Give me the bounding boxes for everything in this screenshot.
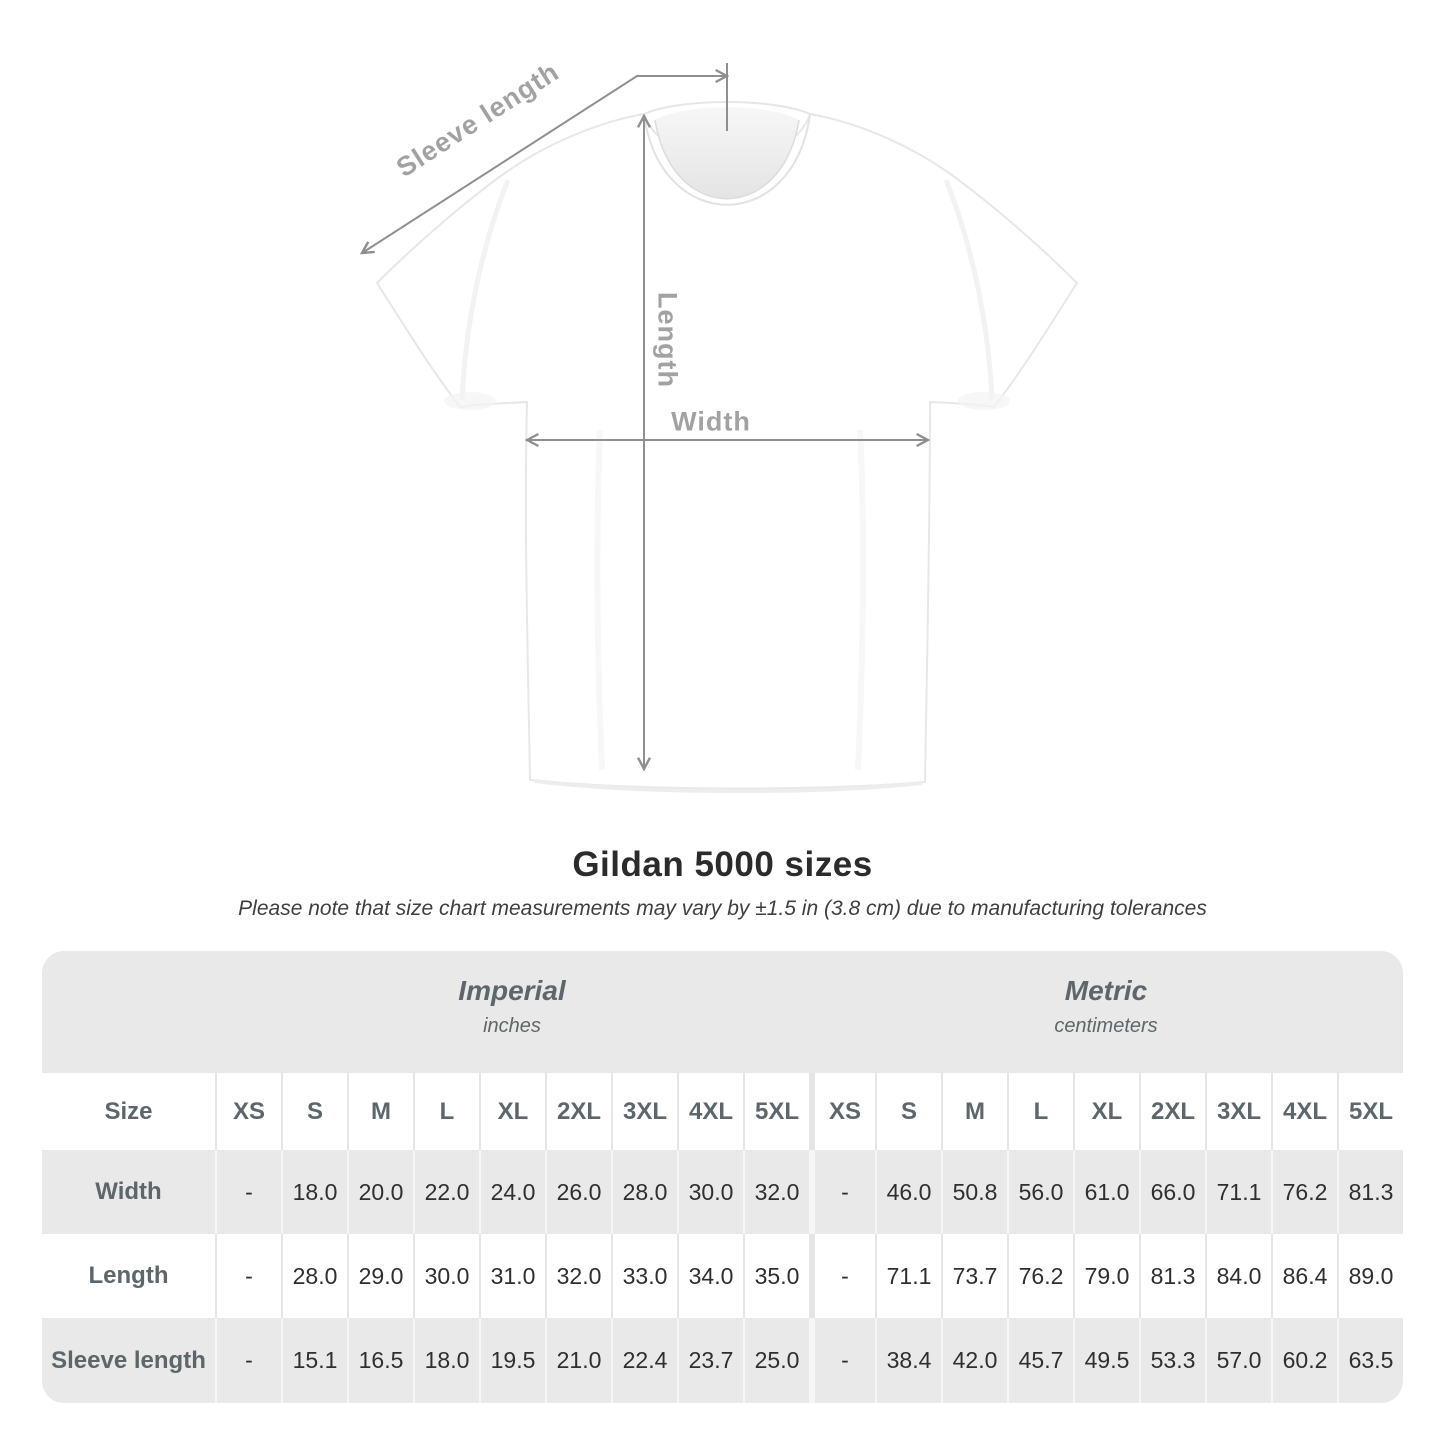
table-cell: 86.4 [1271,1234,1337,1318]
metric-group-header: Metric centimeters [809,975,1403,1038]
metric-label: Metric [1064,975,1148,1006]
table-cell: 28.0 [281,1234,347,1318]
table-cell: 22.4 [611,1318,677,1403]
imperial-group-header: Imperial inches [215,975,809,1038]
size-col-imperial-3xl: 3XL [611,1073,677,1150]
table-cell: 61.0 [1073,1150,1139,1234]
table-cell: 50.8 [941,1150,1007,1234]
size-col-metric-5xl: 5XL [1337,1073,1403,1150]
size-col-metric-s: S [875,1073,941,1150]
table-cell: - [215,1150,281,1234]
table-cell: 15.1 [281,1318,347,1403]
sleeve-length-arrow [362,76,727,253]
metric-units: centimeters [1054,1015,1158,1037]
table-cell: 28.0 [611,1150,677,1234]
table-cell: 34.0 [677,1234,743,1318]
row-label-width: Width [42,1150,215,1234]
imperial-units: inches [483,1015,541,1037]
table-cell: 71.1 [875,1234,941,1318]
table-cell: 25.0 [743,1318,809,1403]
table-cell: 20.0 [347,1150,413,1234]
imperial-label: Imperial [458,975,566,1006]
size-col-metric-m: M [941,1073,1007,1150]
tshirt-body [376,113,1078,790]
table-cell: - [809,1318,875,1403]
size-col-imperial-xs: XS [215,1073,281,1150]
table-cell: 57.0 [1205,1318,1271,1403]
size-col-metric-xs: XS [809,1073,875,1150]
table-cell: - [809,1150,875,1234]
size-col-imperial-m: M [347,1073,413,1150]
size-table: Imperial inches Metric centimeters Size … [42,951,1403,1403]
table-cell: 56.0 [1007,1150,1073,1234]
size-col-metric-2xl: 2XL [1139,1073,1205,1150]
table-cell: 23.7 [677,1318,743,1403]
table-cell: 81.3 [1337,1150,1403,1234]
table-cell: 81.3 [1139,1234,1205,1318]
table-cell: 32.0 [545,1234,611,1318]
table-cell: 22.0 [413,1150,479,1234]
size-col-imperial-xl: XL [479,1073,545,1150]
table-cell: 49.5 [1073,1318,1139,1403]
size-col-imperial-4xl: 4XL [677,1073,743,1150]
table-cell: 19.5 [479,1318,545,1403]
size-col-metric-l: L [1007,1073,1073,1150]
tshirt-measurement-diagram: Sleeve length Length Width [0,56,1078,793]
width-label: Width [671,406,751,437]
tolerance-note: Please note that size chart measurements… [238,897,1207,920]
size-col-metric-xl: XL [1073,1073,1139,1150]
table-cell: 84.0 [1205,1234,1271,1318]
table-cell: 63.5 [1337,1318,1403,1403]
table-cell: 24.0 [479,1150,545,1234]
page-title: Gildan 5000 sizes [572,845,873,884]
table-cell: 89.0 [1337,1234,1403,1318]
table-cell: 66.0 [1139,1150,1205,1234]
table-cell: 53.3 [1139,1318,1205,1403]
table-cell: 45.7 [1007,1318,1073,1403]
table-cell: 32.0 [743,1150,809,1234]
table-cell: - [215,1318,281,1403]
table-cell: 16.5 [347,1318,413,1403]
table-cell: 31.0 [479,1234,545,1318]
table-cell: 76.2 [1271,1150,1337,1234]
unit-group-header: Imperial inches Metric centimeters [42,951,1403,1073]
table-cell: 30.0 [677,1150,743,1234]
table-cell: 18.0 [281,1150,347,1234]
table-cell: 71.1 [1205,1150,1271,1234]
table-cell: 42.0 [941,1318,1007,1403]
table-cell: 30.0 [413,1234,479,1318]
tshirt-illustration [0,63,1078,793]
table-cell: 18.0 [413,1318,479,1403]
measurement-arrows [362,63,928,769]
table-cell: 21.0 [545,1318,611,1403]
size-col-metric-4xl: 4XL [1271,1073,1337,1150]
size-col-imperial-2xl: 2XL [545,1073,611,1150]
table-cell: 33.0 [611,1234,677,1318]
size-col-imperial-l: L [413,1073,479,1150]
table-cell: 35.0 [743,1234,809,1318]
table-cell: 76.2 [1007,1234,1073,1318]
table-cell: 60.2 [1271,1318,1337,1403]
size-col-imperial-5xl: 5XL [743,1073,809,1150]
table-cell: 46.0 [875,1150,941,1234]
table-cell: 26.0 [545,1150,611,1234]
row-label-sleeve-length: Sleeve length [42,1318,215,1403]
table-cell: 29.0 [347,1234,413,1318]
table-cell: 79.0 [1073,1234,1139,1318]
table-cell: 38.4 [875,1318,941,1403]
table-cell: - [809,1234,875,1318]
size-column-header: Size [42,1073,215,1150]
size-col-imperial-s: S [281,1073,347,1150]
row-label-length: Length [42,1234,215,1318]
length-label: Length [652,292,683,388]
title-block: Gildan 5000 sizes Please note that size … [0,845,1445,921]
table-cell: 73.7 [941,1234,1007,1318]
size-col-metric-3xl: 3XL [1205,1073,1271,1150]
table-cell: - [215,1234,281,1318]
